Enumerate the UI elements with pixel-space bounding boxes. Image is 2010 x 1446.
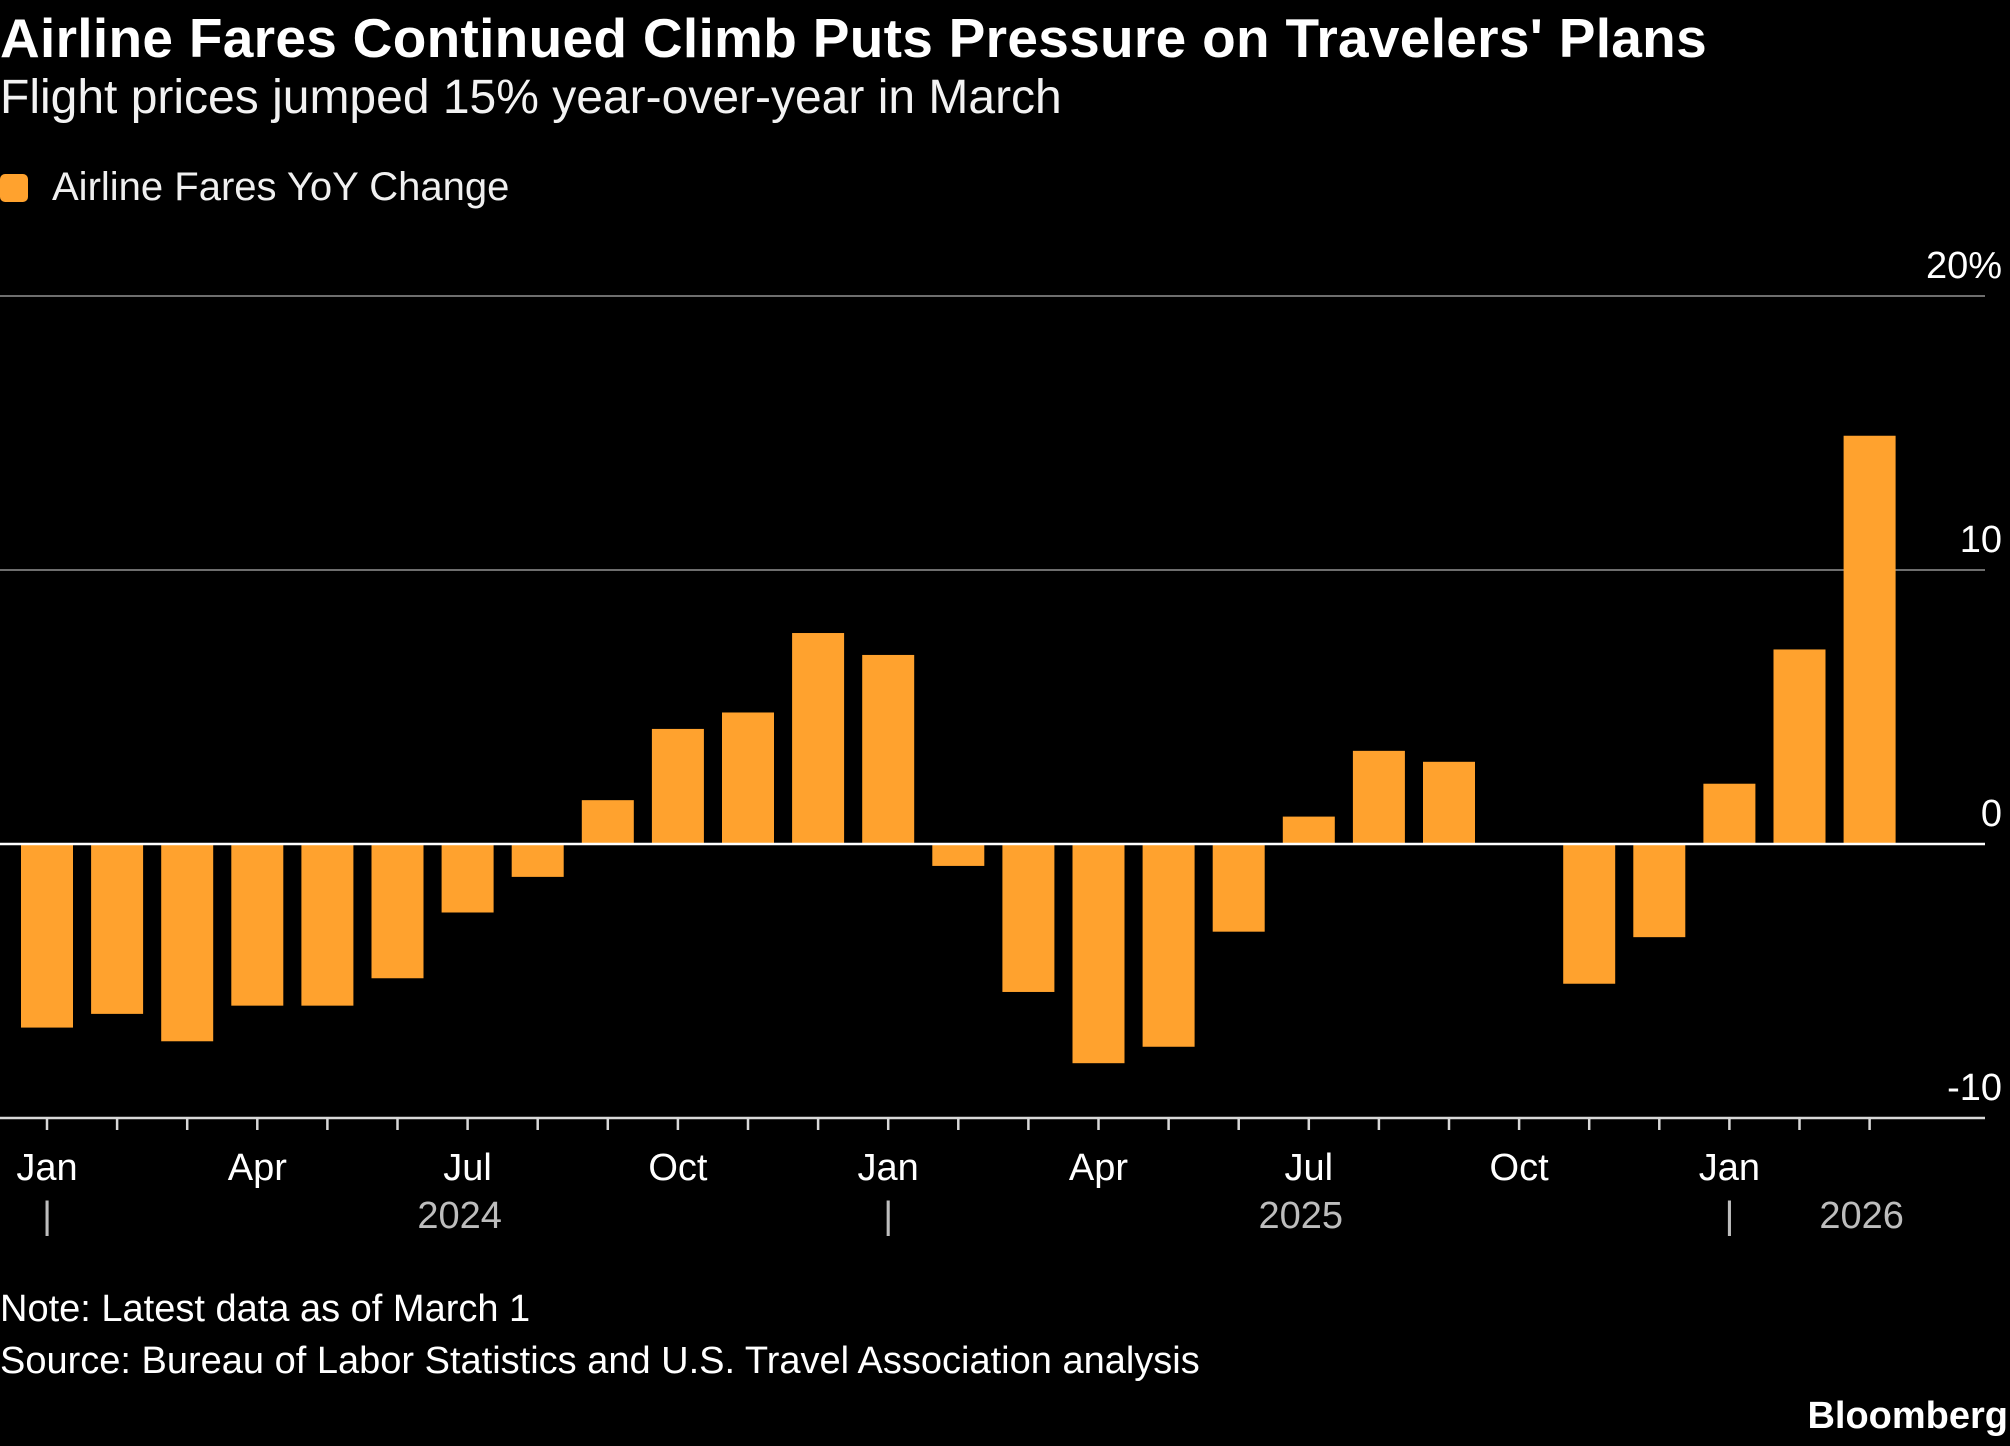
- chart-legend: Airline Fares YoY Change: [0, 165, 509, 210]
- bar-2024-03: [161, 844, 214, 1042]
- bar-2025-11: [1563, 844, 1616, 984]
- x-tick-label: Jan: [16, 1147, 77, 1189]
- year-label: 2025: [1259, 1195, 1344, 1237]
- legend-label: Airline Fares YoY Change: [52, 165, 510, 209]
- bar-2024-09: [581, 800, 634, 844]
- chart-note: Note: Latest data as of March 1: [0, 1288, 531, 1330]
- bar-chart: 20% 10 0 -10 Jan Apr Jul Oct Jan Apr Jul Oct Jan | | |…: [0, 245, 2002, 1237]
- bar-2025-08: [1352, 750, 1405, 844]
- bar-2024-04: [231, 844, 284, 1006]
- bar-2025-12: [1633, 844, 1686, 938]
- bar-2026-01: [1703, 783, 1756, 844]
- year-label: 2024: [417, 1195, 502, 1237]
- bloomberg-logo: Bloomberg: [1807, 1395, 2008, 1437]
- bar-2025-09: [1423, 761, 1475, 844]
- year-label: 2026: [1819, 1195, 1904, 1237]
- year-divider: |: [1724, 1195, 1734, 1237]
- bar-2025-06: [1212, 844, 1265, 932]
- chart-subtitle: Flight prices jumped 15% year-over-year …: [0, 71, 1062, 124]
- bar-2024-02: [91, 844, 144, 1014]
- chart-title: Airline Fares Continued Climb Puts Press…: [0, 7, 1707, 69]
- y-tick-label: 20%: [1926, 245, 2002, 287]
- bar-2024-12: [792, 633, 845, 844]
- bar-2026-02: [1773, 649, 1826, 844]
- x-tick-label: Oct: [1490, 1147, 1550, 1189]
- x-tick-label: Jan: [1699, 1147, 1760, 1189]
- bar-2026-03: [1843, 435, 1896, 844]
- x-tick-label: Apr: [1069, 1147, 1128, 1189]
- x-axis: Jan Apr Jul Oct Jan Apr Jul Oct Jan | | | 2024 2025 20…: [0, 842, 1985, 1237]
- legend-swatch-icon: [0, 173, 28, 202]
- year-divider: |: [42, 1195, 52, 1237]
- bar-2025-04: [1072, 844, 1125, 1064]
- bar-2025-05: [1142, 844, 1195, 1047]
- y-tick-label: 10: [1960, 519, 2002, 561]
- bar-2025-01: [862, 654, 915, 844]
- y-axis-labels: 20% 10 0 -10: [1926, 245, 2002, 1109]
- x-tick-label: Jul: [443, 1147, 492, 1189]
- x-tick-label: Oct: [648, 1147, 708, 1189]
- bar-2025-07: [1282, 816, 1335, 844]
- x-tick-label: Jul: [1285, 1147, 1334, 1189]
- bar-2025-03: [1002, 844, 1055, 992]
- bars: [21, 435, 1896, 1064]
- chart-source: Source: Bureau of Labor Statistics and U…: [0, 1340, 1200, 1382]
- bar-2025-02: [932, 844, 985, 866]
- y-tick-label: 0: [1981, 793, 2002, 835]
- year-divider: |: [883, 1195, 893, 1237]
- x-tick-label: Jan: [858, 1147, 919, 1189]
- bar-2024-05: [301, 844, 354, 1006]
- bar-2024-01: [21, 844, 73, 1028]
- gridlines: [0, 295, 1985, 571]
- bar-2024-08: [511, 844, 564, 877]
- x-tick-label: Apr: [228, 1147, 287, 1189]
- bar-2024-07: [441, 844, 494, 913]
- y-tick-label: -10: [1947, 1067, 2002, 1109]
- bar-2024-10: [651, 728, 704, 844]
- bar-2024-11: [722, 712, 774, 844]
- bar-2024-06: [371, 844, 424, 979]
